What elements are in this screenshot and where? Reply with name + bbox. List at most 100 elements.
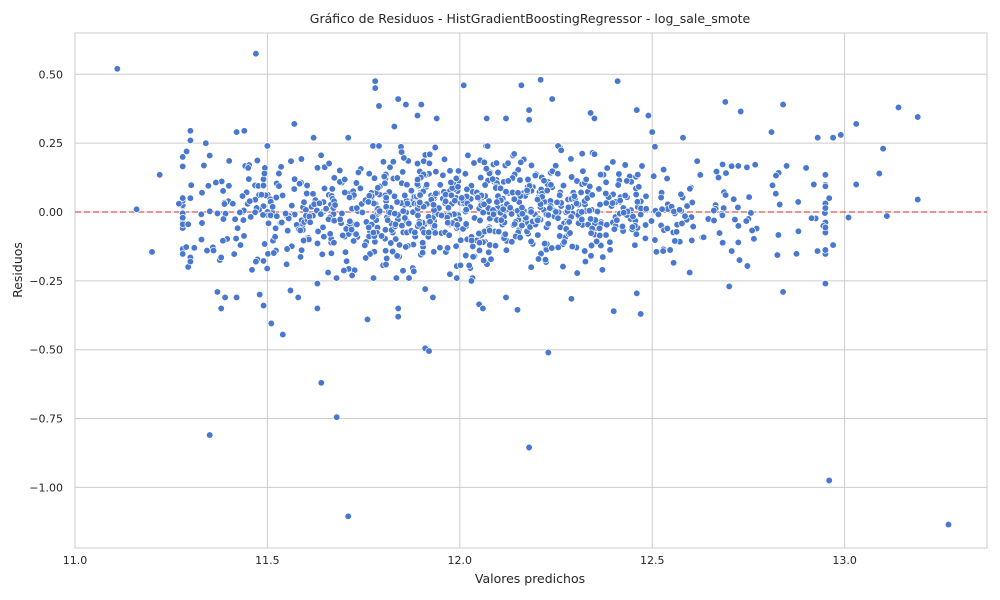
scatter-point [480,256,488,265]
scatter-point [330,239,338,247]
scatter-point [317,210,325,218]
scatter-point [299,236,308,245]
scatter-point [782,162,791,170]
scatter-point [728,247,736,255]
scatter-point [499,205,507,213]
scatter-point [714,173,723,182]
scatter-point [452,242,460,250]
scatter-point [469,253,477,261]
scatter-point [638,162,646,170]
scatter-point [475,229,483,238]
scatter-point [461,170,470,178]
scatter-point [510,150,518,158]
scatter-point [699,233,708,241]
scatter-point [430,222,439,230]
scatter-point [418,249,427,257]
scatter-point [290,120,298,128]
scatter-point [365,223,373,232]
x-tick-label: 11.5 [255,554,280,567]
scatter-point [271,233,279,241]
scatter-point [413,111,422,120]
scatter-point [734,162,742,170]
scatter-point [567,173,576,181]
scatter-point [233,224,242,232]
scatter-point [821,246,830,254]
scatter-point [465,261,473,270]
scatter-point [525,106,533,114]
scatter-point [416,191,424,199]
scatter-point [560,238,568,246]
scatter-point [244,164,252,172]
scatter-point [544,211,552,219]
scatter-point [671,237,679,245]
scatter-point [381,247,390,255]
scatter-point [637,210,645,219]
scatter-point [794,198,802,206]
scatter-point [547,181,555,189]
scatter-point [296,253,305,261]
scatter-point [212,178,220,187]
scatter-point [392,235,400,243]
scatter-point [314,227,322,236]
scatter-point [200,161,208,170]
scatter-point [266,211,275,219]
scatter-point [608,199,617,207]
scatter-point [251,208,259,216]
scatter-point [451,197,459,205]
scatter-point [743,163,751,171]
plot-frame [74,32,988,549]
scatter-point [621,161,629,169]
scatter-point [825,194,833,202]
scatter-point [683,202,691,210]
scatter-point [821,204,830,212]
scatter-point [914,195,922,204]
scatter-point [534,255,543,263]
scatter-point [206,207,214,215]
scatter-point [493,198,501,206]
scatter-point [557,146,565,154]
scatter-point [507,210,516,218]
scatter-point [246,197,254,205]
scatter-point [402,100,410,109]
scatter-point [596,231,604,240]
scatter-point [186,127,195,135]
scatter-point [220,200,229,208]
scatter-point [792,250,801,258]
scatter-point [491,242,500,250]
scatter-point [590,150,599,158]
scatter-point [332,274,341,282]
scatter-point [737,107,745,116]
scatter-point [669,259,678,267]
scatter-point [213,288,222,296]
scatter-point [371,77,379,85]
scatter-point [260,169,269,178]
scatter-point [339,231,347,240]
scatter-point [633,289,641,297]
scatter-point [696,171,704,179]
scatter-point [715,229,724,237]
scatter-point [666,246,674,254]
x-tick-labels: 11.0 11.5 12.0 12.5 13.0 [63,554,857,567]
scatter-point [572,199,581,208]
scatter-point [581,257,590,266]
scatter-point [734,238,742,247]
scatter-point [333,413,341,421]
scatter-point [481,181,489,189]
scatter-point [742,217,750,225]
scatter-point [750,235,758,243]
scatter-point [313,279,322,288]
scatter-point [516,233,524,242]
scatter-point [453,274,461,282]
scatter-point [441,197,450,205]
scatter-point [552,208,560,216]
scatter-point [510,220,519,228]
scatter-point [894,103,903,112]
scatter-point [541,239,549,248]
scatter-point [204,182,213,190]
scatter-point [495,228,503,236]
scatter-point [405,219,413,228]
scatter-point [238,192,247,200]
scatter-point [577,188,585,197]
scatter-point [231,215,239,223]
